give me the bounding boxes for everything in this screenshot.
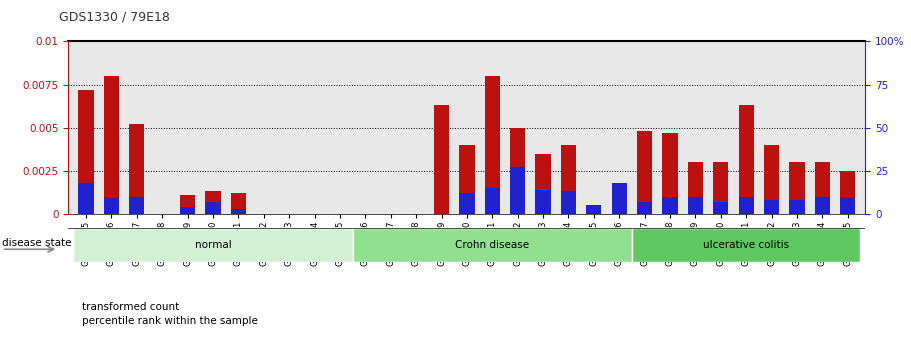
Bar: [104, 76, 119, 214]
Bar: [485, 188, 500, 214]
Bar: [78, 90, 94, 214]
Bar: [840, 171, 855, 214]
Bar: [205, 191, 220, 214]
Bar: [814, 162, 830, 214]
Bar: [637, 202, 652, 214]
Bar: [510, 128, 526, 214]
Text: Crohn disease: Crohn disease: [456, 240, 529, 250]
Bar: [739, 105, 753, 214]
Bar: [230, 209, 246, 214]
Bar: [536, 154, 550, 214]
Bar: [353, 228, 632, 262]
Bar: [789, 200, 804, 214]
Bar: [78, 183, 94, 214]
Bar: [611, 183, 627, 214]
Text: percentile rank within the sample: percentile rank within the sample: [82, 316, 258, 326]
Bar: [586, 205, 601, 214]
Bar: [205, 202, 220, 214]
Bar: [840, 197, 855, 214]
Bar: [713, 162, 729, 214]
Bar: [789, 162, 804, 214]
Text: normal: normal: [195, 240, 231, 250]
Bar: [662, 133, 678, 214]
Text: disease state: disease state: [2, 238, 71, 248]
Bar: [688, 197, 703, 214]
Bar: [561, 191, 576, 214]
Bar: [536, 190, 550, 214]
Bar: [129, 197, 145, 214]
Bar: [459, 193, 475, 214]
Bar: [129, 124, 145, 214]
Bar: [764, 145, 779, 214]
Bar: [485, 76, 500, 214]
Text: transformed count: transformed count: [82, 302, 179, 312]
Text: ulcerative colitis: ulcerative colitis: [703, 240, 789, 250]
Bar: [637, 131, 652, 214]
Bar: [739, 197, 753, 214]
Text: GDS1330 / 79E18: GDS1330 / 79E18: [59, 10, 170, 23]
Bar: [180, 195, 195, 214]
Bar: [434, 105, 449, 214]
Bar: [561, 145, 576, 214]
Bar: [764, 200, 779, 214]
Bar: [74, 228, 353, 262]
Bar: [230, 193, 246, 214]
Bar: [510, 167, 526, 214]
Bar: [688, 162, 703, 214]
Bar: [814, 197, 830, 214]
Bar: [459, 145, 475, 214]
Bar: [104, 197, 119, 214]
Bar: [713, 202, 729, 214]
Bar: [180, 207, 195, 214]
Bar: [662, 197, 678, 214]
Bar: [632, 228, 860, 262]
